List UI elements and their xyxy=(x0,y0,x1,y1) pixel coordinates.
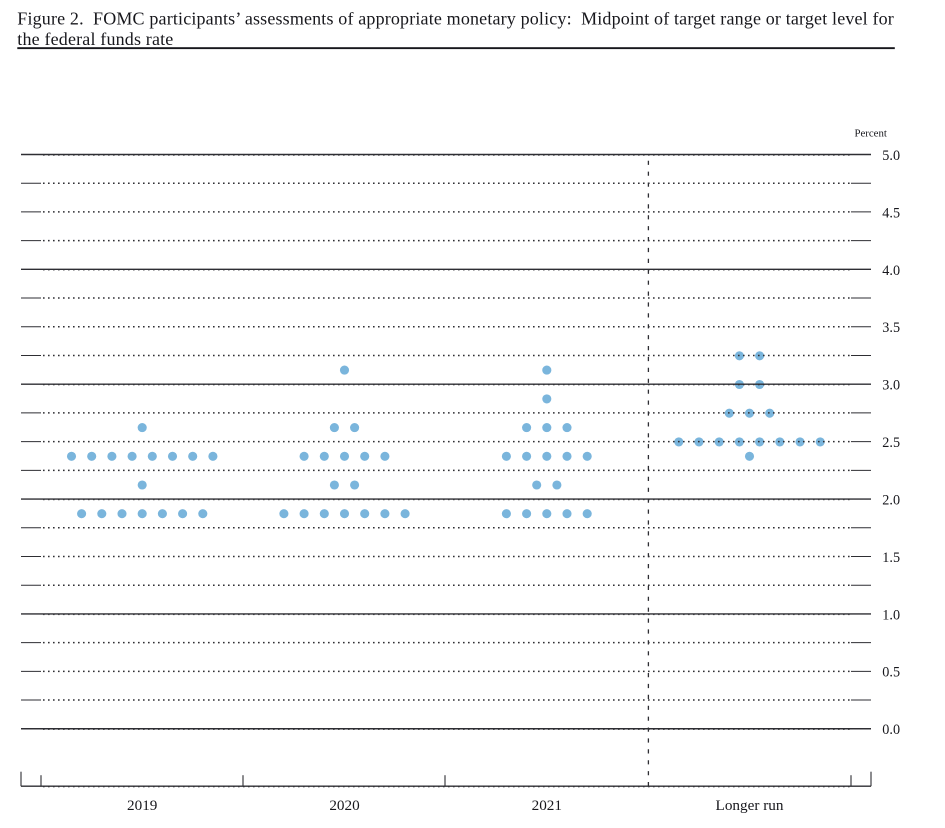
svg-text:4.0: 4.0 xyxy=(882,263,900,279)
svg-text:2019: 2019 xyxy=(127,797,157,814)
svg-text:4.5: 4.5 xyxy=(882,205,900,221)
svg-text:Longer run: Longer run xyxy=(716,797,784,814)
svg-text:2021: 2021 xyxy=(532,797,562,814)
svg-text:0.0: 0.0 xyxy=(882,722,900,738)
svg-text:Figure 2. FOMC participants’: Figure 2. FOMC participants’ assessments… xyxy=(17,9,894,29)
svg-text:5.0: 5.0 xyxy=(882,148,900,164)
svg-text:3.0: 3.0 xyxy=(882,378,900,394)
svg-text:Percent: Percent xyxy=(855,128,887,140)
svg-text:1.5: 1.5 xyxy=(882,550,900,566)
svg-text:3.5: 3.5 xyxy=(882,320,900,336)
svg-text:the federal funds rate: the federal funds rate xyxy=(17,29,173,49)
svg-text:1.0: 1.0 xyxy=(882,607,900,623)
svg-text:0.5: 0.5 xyxy=(882,665,900,681)
svg-text:2.0: 2.0 xyxy=(882,492,900,508)
svg-text:2020: 2020 xyxy=(329,797,360,814)
svg-text:2.5: 2.5 xyxy=(882,435,900,451)
